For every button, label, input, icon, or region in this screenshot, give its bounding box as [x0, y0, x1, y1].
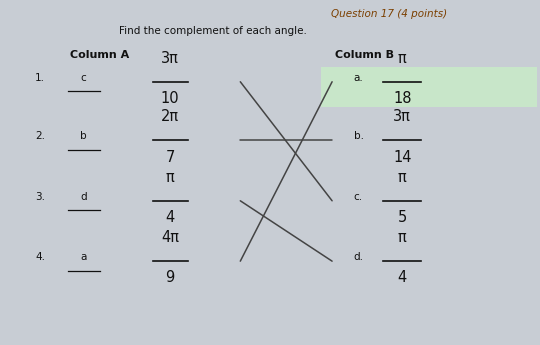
Text: 14: 14 [393, 150, 411, 165]
Text: 3.: 3. [35, 192, 45, 202]
Text: 4.: 4. [35, 252, 45, 262]
Text: Find the complement of each angle.: Find the complement of each angle. [119, 26, 307, 36]
Text: 4: 4 [165, 210, 175, 225]
Text: 4: 4 [397, 270, 407, 285]
Text: π: π [398, 230, 407, 245]
Text: 2π: 2π [161, 109, 179, 124]
Text: c: c [81, 73, 86, 83]
Text: b.: b. [354, 131, 364, 141]
Text: π: π [398, 170, 407, 185]
Text: 1.: 1. [35, 73, 45, 83]
Text: π: π [166, 170, 174, 185]
Text: π: π [398, 51, 407, 66]
Text: 3π: 3π [161, 51, 179, 66]
Text: Column B: Column B [335, 50, 394, 60]
FancyBboxPatch shape [321, 67, 537, 107]
Text: 5: 5 [397, 210, 407, 225]
Text: d.: d. [354, 252, 364, 262]
Text: b: b [80, 131, 87, 141]
Text: 10: 10 [161, 91, 179, 106]
Text: 4π: 4π [161, 230, 179, 245]
Text: 18: 18 [393, 91, 411, 106]
Text: a.: a. [354, 73, 363, 83]
Text: a: a [80, 252, 87, 262]
Text: 3π: 3π [393, 109, 411, 124]
Text: c.: c. [354, 192, 363, 202]
Text: 2.: 2. [35, 131, 45, 141]
Text: Question 17 (4 points): Question 17 (4 points) [330, 9, 447, 19]
Text: 7: 7 [165, 150, 175, 165]
Text: Column A: Column A [70, 50, 130, 60]
Text: d: d [80, 192, 87, 202]
Text: 9: 9 [165, 270, 175, 285]
